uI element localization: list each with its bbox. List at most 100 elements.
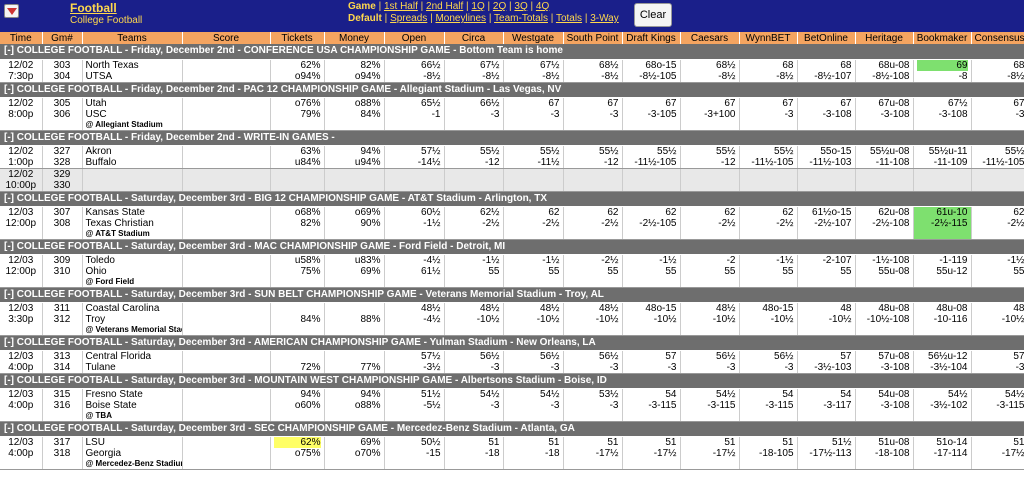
odds-cell-circa[interactable]: 56½ -3 (444, 350, 504, 374)
odds-cell-bookmaker[interactable]: -1-119 55u-12 (913, 254, 972, 288)
odds-cell-wynnbet[interactable]: 62 -2½ (739, 206, 798, 240)
odds-cell-wynnbet[interactable]: 55½ -11½-105 (739, 145, 798, 169)
odds-cell-wynnbet[interactable]: 68 -8½ (739, 59, 798, 83)
odds-cell-westgate[interactable]: 48½ -10½ (503, 302, 564, 336)
odds-cell-caesars[interactable]: 67 -3+100 (680, 97, 740, 131)
odds-cell-south-point[interactable]: 51 -17½ (563, 436, 623, 470)
odds-cell-open[interactable]: 51½ -5½ (384, 388, 445, 422)
odds-cell-open[interactable]: 50½ -15 (384, 436, 445, 470)
odds-cell-westgate[interactable]: 51 -18 (503, 436, 564, 470)
column-header-circa[interactable]: Circa (444, 32, 504, 44)
odds-cell-south-point[interactable] (563, 168, 623, 192)
column-header-westgate[interactable]: Westgate (503, 32, 564, 44)
collapse-toggle[interactable]: [-] (4, 288, 17, 300)
odds-cell-draft-kings[interactable] (622, 168, 681, 192)
odds-cell-caesars[interactable]: 68½ -8½ (680, 59, 740, 83)
column-header-open[interactable]: Open (384, 32, 445, 44)
odds-cell-south-point[interactable]: 68½ -8½ (563, 59, 623, 83)
odds-cell-consensus[interactable]: 57 -3 (971, 350, 1024, 374)
odds-cell-draft-kings[interactable]: -1½ 55 (622, 254, 681, 288)
odds-cell-draft-kings[interactable]: 57 -3 (622, 350, 681, 374)
game-row[interactable]: 12/03 4:00p 317 318 LSU Georgia @ Mercedez-Ben… (0, 436, 1024, 470)
nav-default[interactable]: Default (348, 13, 382, 24)
odds-cell-bookmaker[interactable]: 55½u-11 -11-109 (913, 145, 972, 169)
sport-link[interactable]: Football (70, 1, 117, 15)
odds-cell-open[interactable]: 65½ -1 (384, 97, 445, 131)
odds-cell-heritage[interactable]: 55½u-08 -11-108 (855, 145, 914, 169)
odds-cell-bookmaker[interactable]: 54½ -3½-102 (913, 388, 972, 422)
odds-cell-open[interactable]: 60½ -1½ (384, 206, 445, 240)
odds-cell-caesars[interactable] (680, 168, 740, 192)
odds-cell-heritage[interactable]: 54u-08 -3-108 (855, 388, 914, 422)
odds-cell-bookmaker[interactable] (913, 168, 972, 192)
odds-cell-betonline[interactable]: 55o-15 -11½-103 (797, 145, 856, 169)
odds-cell-consensus[interactable]: -1½ 55 (971, 254, 1024, 288)
column-header-gm-[interactable]: Gm# (42, 32, 83, 44)
odds-cell-consensus[interactable]: 51 -17½ (971, 436, 1024, 470)
odds-cell-westgate[interactable]: 67 -3 (503, 97, 564, 131)
odds-cell-westgate[interactable]: 67½ -8½ (503, 59, 564, 83)
nav-1q[interactable]: 1Q (471, 1, 485, 12)
odds-cell-wynnbet[interactable] (739, 168, 798, 192)
odds-cell-wynnbet[interactable]: 54 -3-115 (739, 388, 798, 422)
collapse-toggle[interactable]: [-] (4, 45, 17, 56)
odds-cell-south-point[interactable]: 56½ -3 (563, 350, 623, 374)
odds-cell-bookmaker[interactable]: 67½ -3-108 (913, 97, 972, 131)
odds-cell-open[interactable]: 57½ -14½ (384, 145, 445, 169)
odds-cell-south-point[interactable]: 55½ -12 (563, 145, 623, 169)
odds-cell-bookmaker[interactable]: 69 -8 (913, 59, 972, 83)
odds-cell-wynnbet[interactable]: 48o-15 -10½ (739, 302, 798, 336)
nav-totals[interactable]: Totals (555, 13, 583, 24)
nav-2nd-half[interactable]: 2nd Half (426, 1, 464, 12)
odds-cell-south-point[interactable]: 53½ -3 (563, 388, 623, 422)
odds-cell-consensus[interactable]: 67 -3 (971, 97, 1024, 131)
odds-cell-caesars[interactable]: 48½ -10½ (680, 302, 740, 336)
odds-cell-consensus[interactable]: 55½ -11½-105 (971, 145, 1024, 169)
odds-cell-heritage[interactable]: -1½-108 55u-08 (855, 254, 914, 288)
odds-cell-betonline[interactable] (797, 168, 856, 192)
odds-cell-westgate[interactable] (503, 168, 564, 192)
odds-cell-westgate[interactable]: 62 -2½ (503, 206, 564, 240)
odds-cell-open[interactable]: 66½ -8½ (384, 59, 445, 83)
odds-cell-caesars[interactable]: 55½ -12 (680, 145, 740, 169)
collapse-toggle[interactable]: [-] (4, 131, 17, 143)
game-row[interactable]: 12/03 4:00p 313 314 Central Florida Tulane 72%… (0, 350, 1024, 374)
game-row[interactable]: 12/03 12:00p 309 310 Toledo Ohio @ Ford Field u… (0, 254, 1024, 288)
odds-cell-circa[interactable]: 66½ -3 (444, 97, 504, 131)
odds-cell-circa[interactable]: 67½ -8½ (444, 59, 504, 83)
odds-cell-south-point[interactable]: -2½ 55 (563, 254, 623, 288)
column-header-wynnbet[interactable]: WynnBET (739, 32, 798, 44)
odds-cell-westgate[interactable]: -1½ 55 (503, 254, 564, 288)
collapse-toggle[interactable]: [-] (4, 240, 17, 252)
odds-cell-caesars[interactable]: 56½ -3 (680, 350, 740, 374)
odds-cell-consensus[interactable] (971, 168, 1024, 192)
column-header-caesars[interactable]: Caesars (680, 32, 740, 44)
game-row[interactable]: 12/03 12:00p 307 308 Kansas State Texas Chris… (0, 206, 1024, 240)
column-header-betonline[interactable]: BetOnline (797, 32, 856, 44)
odds-cell-wynnbet[interactable]: 51 -18-105 (739, 436, 798, 470)
odds-cell-betonline[interactable]: 67 -3-108 (797, 97, 856, 131)
nav-3-way[interactable]: 3-Way (590, 13, 619, 24)
odds-cell-caesars[interactable]: 54½ -3-115 (680, 388, 740, 422)
clear-button[interactable]: Clear (634, 3, 672, 27)
odds-cell-wynnbet[interactable]: -1½ 55 (739, 254, 798, 288)
nav-3q[interactable]: 3Q (514, 1, 528, 12)
odds-cell-heritage[interactable] (855, 168, 914, 192)
nav-spreads[interactable]: Spreads (390, 13, 428, 24)
column-header-tickets[interactable]: Tickets (270, 32, 325, 44)
odds-cell-open[interactable] (384, 168, 445, 192)
odds-cell-betonline[interactable]: 54 -3-117 (797, 388, 856, 422)
odds-cell-consensus[interactable]: 48 -10½ (971, 302, 1024, 336)
odds-cell-heritage[interactable]: 51u-08 -18-108 (855, 436, 914, 470)
column-header-heritage[interactable]: Heritage (855, 32, 914, 44)
odds-cell-bookmaker[interactable]: 48u-08 -10-116 (913, 302, 972, 336)
nav-2q[interactable]: 2Q (492, 1, 507, 12)
odds-cell-circa[interactable]: 54½ -3 (444, 388, 504, 422)
odds-cell-betonline[interactable]: 61½o-15 -2½-107 (797, 206, 856, 240)
odds-cell-circa[interactable]: 48½ -10½ (444, 302, 504, 336)
odds-cell-open[interactable]: 57½ -3½ (384, 350, 445, 374)
nav-4q[interactable]: 4Q (535, 1, 550, 12)
odds-cell-westgate[interactable]: 54½ -3 (503, 388, 564, 422)
odds-cell-consensus[interactable]: 54½ -3-115 (971, 388, 1024, 422)
odds-cell-caesars[interactable]: 51 -17½ (680, 436, 740, 470)
